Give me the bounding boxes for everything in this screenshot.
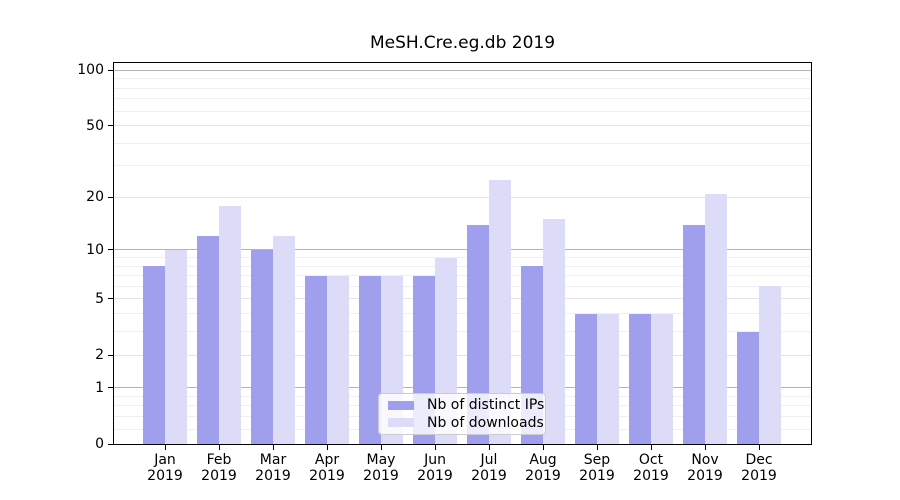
legend-item-distinct-ips: Nb of distinct IPs (388, 397, 545, 414)
y-tick-label-20: 20 (86, 189, 104, 206)
bar-ips-jan (143, 266, 165, 444)
x-tick-label-mar: Mar 2019 (255, 452, 291, 484)
bar-downloads-jan (165, 249, 187, 444)
x-tick-label-dec: Dec 2019 (741, 452, 777, 484)
x-tick-mark-jun (435, 445, 436, 450)
bar-ips-mar (251, 249, 273, 444)
x-tick-label-apr: Apr 2019 (309, 452, 345, 484)
bar-downloads-apr (327, 275, 349, 444)
gridline-100 (114, 69, 811, 71)
minor-gridline (114, 265, 811, 267)
legend-item-downloads: Nb of downloads (388, 414, 544, 431)
y-tick-label-0: 0 (95, 436, 104, 452)
y-tick-label-2: 2 (95, 347, 104, 363)
legend: Nb of distinct IPs Nb of downloads (378, 393, 546, 435)
bar-downloads-mar (273, 236, 295, 444)
x-tick-mark-jul (489, 445, 490, 450)
x-tick-label-feb: Feb 2019 (201, 452, 237, 484)
y-tick-mark-5 (108, 298, 113, 300)
bar-ips-jul (467, 224, 489, 444)
y-tick-mark-20 (108, 196, 113, 198)
legend-label-downloads: Nb of downloads (427, 414, 544, 431)
bar-downloads-feb (219, 205, 241, 444)
minor-gridline (114, 313, 811, 315)
x-tick-label-nov: Nov 2019 (687, 452, 723, 484)
x-tick-mark-apr (327, 445, 328, 450)
gridline-20 (114, 196, 811, 198)
legend-swatch-downloads (388, 418, 414, 428)
minor-gridline (114, 78, 811, 80)
x-tick-label-jul: Jul 2019 (471, 452, 507, 484)
bar-ips-oct (629, 313, 651, 444)
x-tick-mark-feb (219, 445, 220, 450)
minor-gridline (114, 142, 811, 144)
x-tick-label-jan: Jan 2019 (147, 452, 183, 484)
gridline-1 (114, 387, 811, 389)
x-tick-mark-may (381, 445, 382, 450)
bar-ips-feb (197, 236, 219, 444)
bar-downloads-nov (705, 193, 727, 444)
y-tick-label-5: 5 (95, 290, 104, 307)
bar-downloads-jul (489, 180, 511, 444)
x-tick-label-oct: Oct 2019 (633, 452, 669, 484)
gridline-2 (114, 354, 811, 356)
y-tick-label-10: 10 (86, 241, 104, 258)
bar-ips-dec (737, 331, 759, 444)
x-tick-mark-mar (273, 445, 274, 450)
y-tick-mark-100 (108, 69, 113, 71)
x-tick-mark-oct (651, 445, 652, 450)
y-tick-mark-50 (108, 125, 113, 126)
bar-downloads-oct (651, 313, 673, 444)
y-tick-label-100: 100 (77, 62, 104, 79)
minor-gridline (114, 165, 811, 167)
y-tick-mark-2 (108, 354, 113, 356)
x-tick-mark-sep (597, 445, 598, 450)
y-tick-mark-1 (108, 387, 113, 389)
legend-swatch-distinct-ips (388, 400, 414, 410)
minor-gridline (114, 285, 811, 287)
gridline-50 (114, 125, 811, 126)
y-tick-label-1: 1 (95, 379, 104, 396)
legend-label-distinct-ips: Nb of distinct IPs (427, 397, 545, 414)
bar-ips-sep (575, 313, 597, 444)
gridline-10 (114, 249, 811, 251)
chart-title: MeSH.Cre.eg.db 2019 (369, 33, 556, 53)
minor-gridline (114, 331, 811, 333)
x-tick-mark-aug (543, 445, 544, 450)
y-tick-mark-0 (108, 443, 113, 445)
x-tick-mark-nov (705, 445, 706, 450)
y-tick-mark-10 (108, 249, 113, 251)
minor-gridline (114, 275, 811, 277)
x-tick-label-jun: Jun 2019 (417, 452, 453, 484)
bar-downloads-aug (543, 219, 565, 444)
bar-downloads-sep (597, 313, 619, 444)
plot-area: Nb of distinct IPs Nb of downloads (113, 62, 812, 445)
x-tick-label-may: May 2019 (363, 452, 399, 484)
y-tick-label-50: 50 (86, 117, 104, 134)
gridline-5 (114, 298, 811, 300)
x-tick-label-sep: Sep 2019 (579, 452, 615, 484)
minor-gridline (114, 257, 811, 258)
bar-ips-nov (683, 224, 705, 444)
x-tick-mark-dec (759, 445, 760, 450)
minor-gridline (114, 98, 811, 100)
minor-gridline (114, 87, 811, 89)
bar-downloads-dec (759, 286, 781, 444)
x-tick-label-aug: Aug 2019 (525, 452, 561, 484)
minor-gridline (114, 110, 811, 112)
bar-ips-apr (305, 275, 327, 444)
bar-ips-may (359, 275, 381, 444)
x-tick-mark-jan (165, 445, 166, 450)
